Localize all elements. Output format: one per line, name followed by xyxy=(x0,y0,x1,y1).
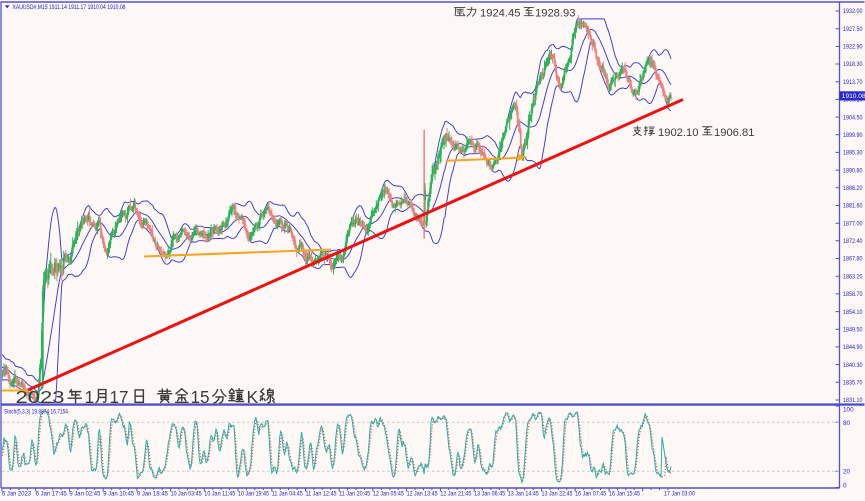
svg-text:1877.00: 1877.00 xyxy=(843,220,863,227)
svg-text:1895.30: 1895.30 xyxy=(843,150,863,157)
svg-text:10 Jan 19:45: 10 Jan 19:45 xyxy=(238,491,269,498)
svg-text:15: 15 xyxy=(191,387,210,407)
svg-text:1932.00: 1932.00 xyxy=(843,8,863,15)
svg-text:1902.10: 1902.10 xyxy=(658,127,698,139)
svg-text:1881.60: 1881.60 xyxy=(843,203,863,210)
svg-text:XAUUSD#,M15 1911.14 1911.17 1: XAUUSD#,M15 1911.14 1911.17 1910.04 1910… xyxy=(13,4,126,11)
svg-text:1: 1 xyxy=(85,387,95,407)
svg-text:1844.90: 1844.90 xyxy=(843,344,863,351)
svg-text:1840.30: 1840.30 xyxy=(843,362,863,369)
svg-text:20: 20 xyxy=(843,469,851,476)
svg-text:9 Jan 18:45: 9 Jan 18:45 xyxy=(137,491,168,498)
svg-text:1867.80: 1867.80 xyxy=(843,256,863,263)
svg-text:1854.10: 1854.10 xyxy=(843,309,863,316)
svg-text:11 Jan 12:45: 11 Jan 12:45 xyxy=(306,491,337,498)
svg-text:12 Jan 05:45: 12 Jan 05:45 xyxy=(373,491,404,498)
svg-text:16 Jan 15:45: 16 Jan 15:45 xyxy=(609,491,640,498)
svg-text:1872.40: 1872.40 xyxy=(843,238,863,245)
svg-text:2023: 2023 xyxy=(16,387,65,407)
svg-text:13 Jan 14:45: 13 Jan 14:45 xyxy=(508,491,539,498)
svg-text:16 Jan 07:45: 16 Jan 07:45 xyxy=(575,491,606,498)
svg-text:6 Jan 17:45: 6 Jan 17:45 xyxy=(36,491,67,498)
svg-text:17 Jan 03:00: 17 Jan 03:00 xyxy=(664,491,695,498)
svg-text:1899.90: 1899.90 xyxy=(843,132,863,139)
svg-text:13 Jan 06:45: 13 Jan 06:45 xyxy=(474,491,505,498)
svg-text:1835.70: 1835.70 xyxy=(843,380,863,387)
svg-text:100: 100 xyxy=(843,407,854,414)
svg-text:12 Jan 21:45: 12 Jan 21:45 xyxy=(440,491,471,498)
svg-text:10 Jan 11:45: 10 Jan 11:45 xyxy=(204,491,235,498)
svg-text:1863.20: 1863.20 xyxy=(843,273,863,280)
svg-text:1922.90: 1922.90 xyxy=(843,44,863,51)
svg-text:1886.20: 1886.20 xyxy=(843,185,863,192)
svg-text:1910.08: 1910.08 xyxy=(842,93,865,100)
svg-text:12 Jan 13:45: 12 Jan 13:45 xyxy=(407,491,438,498)
svg-text:1913.70: 1913.70 xyxy=(843,79,863,86)
svg-text:6 Jan 2023: 6 Jan 2023 xyxy=(2,491,31,498)
svg-text:17: 17 xyxy=(110,387,129,407)
svg-text:1906.81: 1906.81 xyxy=(714,127,754,139)
svg-text:1918.30: 1918.30 xyxy=(843,61,863,68)
svg-text:Stoch(5,3,3) 19.8874 16.7154: Stoch(5,3,3) 19.8874 16.7154 xyxy=(4,409,68,416)
svg-text:0: 0 xyxy=(843,483,847,490)
svg-text:1904.50: 1904.50 xyxy=(843,114,863,121)
svg-text:11 Jan 20:45: 11 Jan 20:45 xyxy=(339,491,370,498)
svg-text:80: 80 xyxy=(843,420,851,427)
svg-text:13 Jan 22:45: 13 Jan 22:45 xyxy=(542,491,573,498)
svg-text:1831.10: 1831.10 xyxy=(843,397,863,404)
svg-text:1890.80: 1890.80 xyxy=(843,167,863,174)
svg-text:1849.50: 1849.50 xyxy=(843,326,863,333)
svg-text:9 Jan 02:45: 9 Jan 02:45 xyxy=(69,491,100,498)
svg-text:1924.45: 1924.45 xyxy=(480,8,520,20)
svg-text:1858.70: 1858.70 xyxy=(843,291,863,298)
svg-text:11 Jan 04:45: 11 Jan 04:45 xyxy=(272,491,303,498)
svg-text:10 Jan 03:45: 10 Jan 03:45 xyxy=(171,491,202,498)
svg-text:1927.50: 1927.50 xyxy=(843,26,863,33)
svg-text:1928.93: 1928.93 xyxy=(535,8,575,20)
svg-text:K: K xyxy=(247,387,259,407)
svg-text:9 Jan 10:45: 9 Jan 10:45 xyxy=(103,491,134,498)
